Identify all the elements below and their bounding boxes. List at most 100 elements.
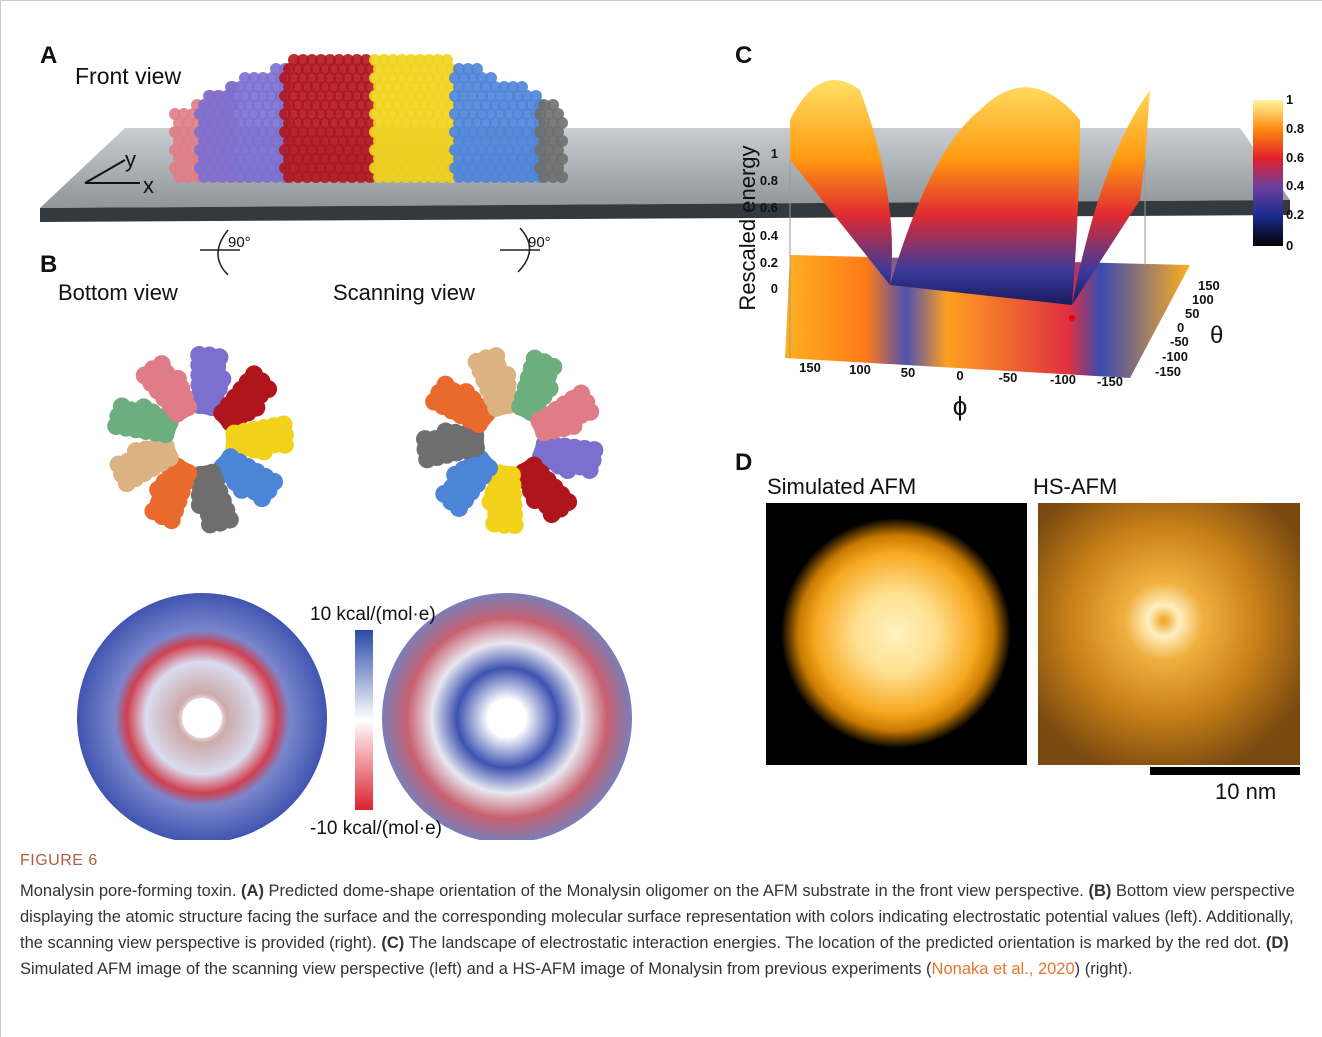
phi-tick-label: -150	[1097, 374, 1123, 389]
page: A Front view y x 90° 90° B Bottom view S…	[0, 0, 1322, 1037]
predicted-orientation	[1069, 315, 1075, 321]
panel-label: A	[40, 42, 57, 69]
phi-tick-label: 50	[901, 365, 915, 380]
caption: FIGURE 6 Monalysin pore-forming toxin. (…	[20, 848, 1305, 982]
colorbar	[1253, 100, 1283, 246]
atom	[581, 461, 599, 479]
atom	[201, 515, 219, 533]
phi-tick-label: -50	[999, 370, 1018, 385]
z-tick-label: 0.8	[760, 173, 778, 188]
atom	[544, 358, 562, 376]
atom	[416, 430, 434, 448]
atom	[233, 481, 251, 499]
caption-panel: (C)	[381, 934, 404, 952]
atom	[255, 442, 273, 460]
view-title: Front view	[75, 63, 181, 89]
rotation: 90°	[528, 234, 551, 251]
colorbar-tick-label: 0.4	[1286, 178, 1305, 193]
image-title: HS-AFM	[1033, 474, 1117, 499]
atom	[191, 496, 209, 514]
atom	[253, 489, 271, 507]
caption-text: Monalysin pore-forming toxin.	[20, 882, 236, 900]
caption-panel: (A)	[241, 882, 264, 900]
atom	[135, 398, 153, 416]
caption-panel: (B)	[1088, 882, 1111, 900]
protein-ring	[416, 347, 603, 534]
theta-tick-label: 150	[1198, 278, 1220, 293]
atom	[276, 436, 294, 454]
atom	[556, 171, 568, 183]
atom	[259, 380, 277, 398]
atom	[169, 370, 187, 388]
theta-tick-label: -150	[1155, 364, 1181, 379]
caption-text: ) (right).	[1075, 960, 1133, 978]
caption-text: Simulated AFM image of the scanning view…	[20, 960, 932, 978]
colorbar-tick-label: 0.6	[1286, 150, 1304, 165]
atom	[485, 515, 503, 533]
atom	[127, 442, 145, 460]
theta-tick-label: 0	[1177, 320, 1184, 335]
theta-tick-label: 50	[1185, 306, 1199, 321]
atom	[113, 397, 131, 415]
colorbar-tick-label: 1	[1286, 92, 1293, 107]
theta-tick-label: -100	[1162, 349, 1188, 364]
hs-afm-image	[1038, 503, 1300, 765]
atom	[498, 366, 516, 384]
atom	[210, 348, 228, 366]
atom	[437, 423, 455, 441]
atom	[110, 456, 128, 474]
scale-bar	[1150, 767, 1300, 775]
figure: A Front view y x 90° 90° B Bottom view S…	[0, 0, 1322, 840]
panel-label: D	[735, 449, 752, 476]
phi-tick-label: -100	[1050, 372, 1076, 387]
phi-tick-label: 0	[956, 368, 963, 383]
caption-text: The landscape of electrostatic interacti…	[409, 934, 1262, 952]
atom	[144, 502, 162, 520]
afm-particle	[781, 518, 1011, 748]
atom	[457, 383, 475, 401]
z-tick-label: 0.4	[760, 228, 779, 243]
atom	[436, 376, 454, 394]
colorbar-tick-label: 0.2	[1286, 207, 1304, 222]
atom	[526, 491, 544, 509]
colorbar	[355, 630, 373, 810]
atom	[564, 417, 582, 435]
phi-tick-label: 150	[799, 360, 821, 375]
pore	[182, 698, 222, 738]
scale-label: 10 kcal/(mol·e)	[310, 604, 436, 625]
axis-title: θ	[1210, 322, 1223, 349]
colorbar-tick-label: 0	[1286, 238, 1293, 253]
view-title: Scanning view	[333, 280, 475, 305]
phi-tick-label: 100	[849, 362, 871, 377]
z-tick-label: 0.2	[760, 255, 778, 270]
theta-tick-label: 100	[1192, 292, 1214, 307]
atom	[149, 481, 167, 499]
atom	[153, 355, 171, 373]
panel-label: C	[735, 42, 752, 69]
atom	[213, 370, 231, 388]
figure-label: FIGURE 6	[20, 848, 1305, 874]
scale-label: 10 nm	[1215, 779, 1276, 804]
axis-title: Rescaled energy	[735, 145, 760, 310]
image-title: Simulated AFM	[767, 474, 916, 499]
z-tick-label: 0	[771, 281, 778, 296]
pore	[487, 698, 527, 738]
rotation: 90°	[228, 234, 251, 251]
axis-label: y	[125, 147, 136, 172]
caption-text: Predicted dome-shape orientation of the …	[269, 882, 1084, 900]
panel-label: B	[40, 251, 57, 278]
atom	[435, 485, 453, 503]
scale-label: -10 kcal/(mol·e)	[310, 818, 442, 839]
atom	[581, 403, 599, 421]
atom	[247, 399, 265, 417]
protein-ring	[107, 346, 294, 533]
caption-panel: (D)	[1266, 934, 1289, 952]
z-tick-label: 1	[771, 146, 778, 161]
theta-tick-label: -50	[1170, 334, 1189, 349]
citation-link[interactable]: Nonaka et al., 2020	[932, 960, 1075, 978]
atom	[543, 505, 561, 523]
axis-label: x	[143, 173, 154, 198]
atom	[446, 466, 464, 484]
atom	[487, 347, 505, 365]
colorbar-tick-label: 0.8	[1286, 121, 1304, 136]
